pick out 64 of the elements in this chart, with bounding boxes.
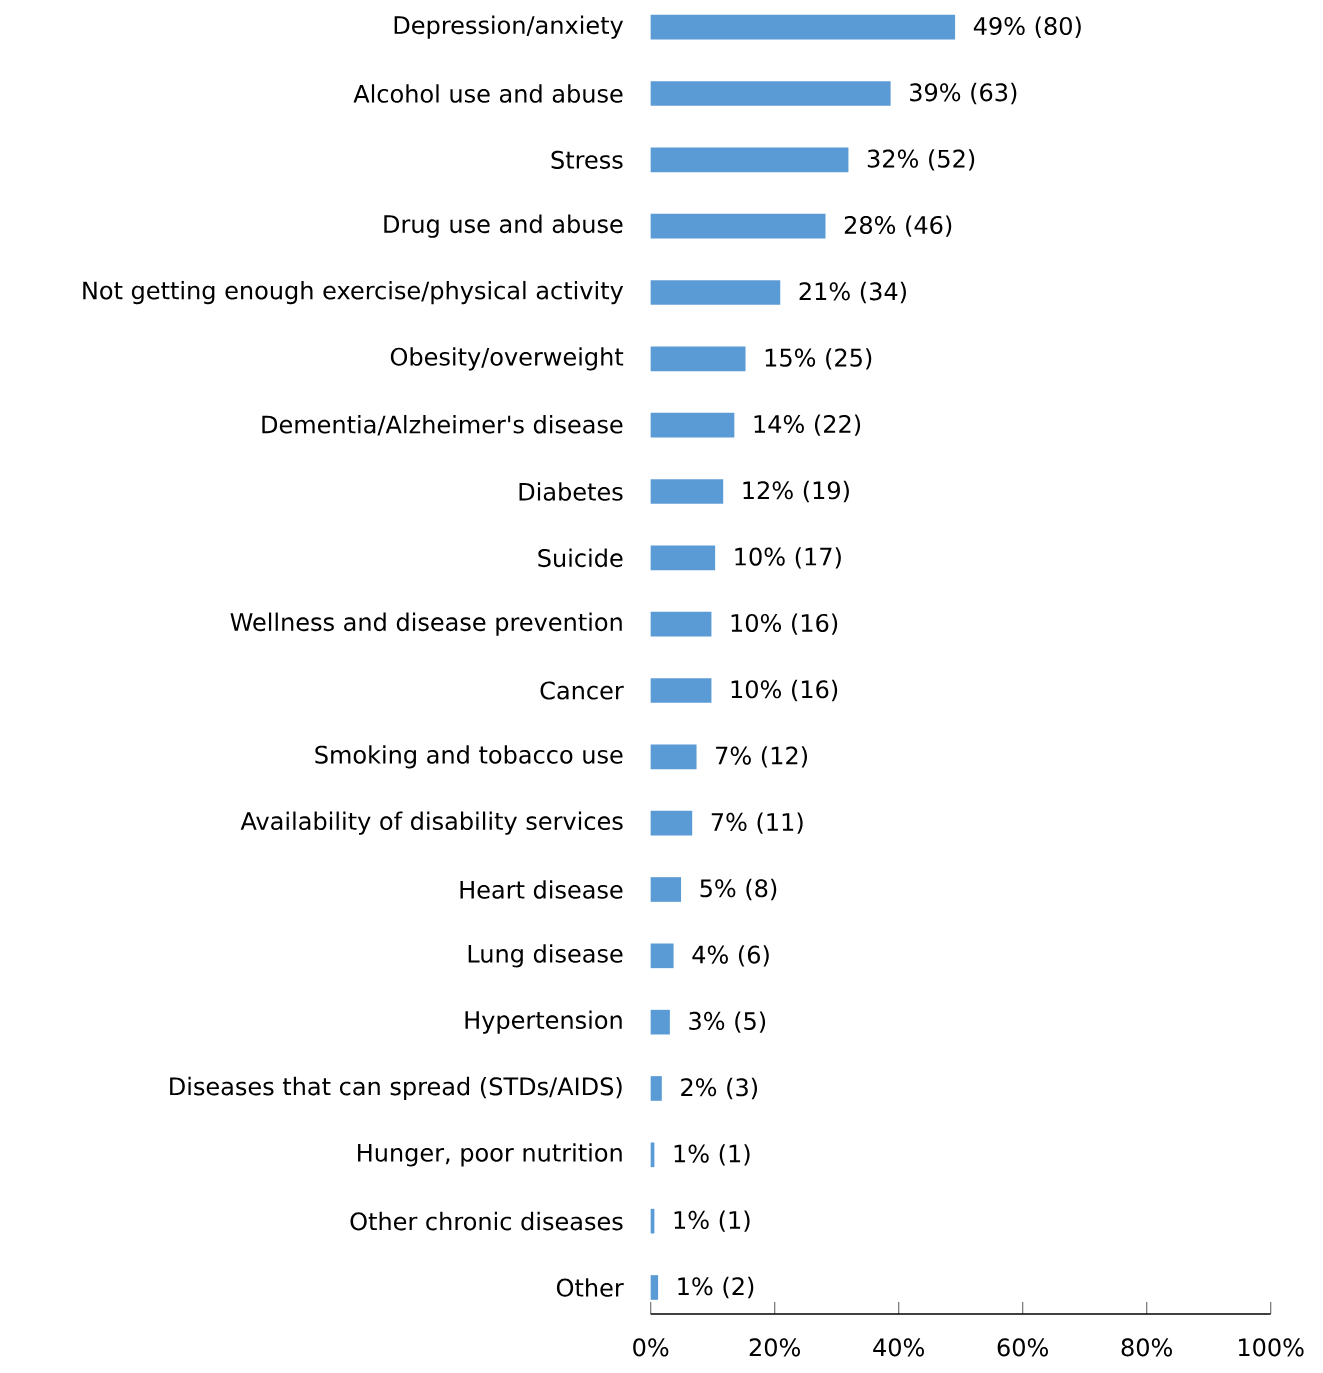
bar [650, 1076, 662, 1101]
y-tick-label: Drug use and abuse [384, 214, 623, 238]
y-tick-label: Diabetes [519, 482, 623, 501]
y-tick-label: Other chronic diseases [350, 1211, 623, 1231]
data-label: 21% (34) [799, 281, 906, 304]
data-label: 49% (80) [973, 16, 1081, 38]
y-tick-label: Obesity/overweight [390, 347, 624, 371]
bar [650, 81, 891, 106]
y-tick-label: Smoking and tobacco use [315, 745, 623, 769]
data-label: 28% (46) [844, 215, 952, 237]
data-label: 10% (16) [731, 679, 838, 702]
data-label: 10% (17) [735, 547, 841, 569]
bar [650, 611, 712, 637]
y-tick-label: Availability of disability services [240, 811, 623, 835]
data-label: 32% (52) [867, 149, 975, 171]
data-label: 1% (1) [674, 1210, 750, 1232]
bar [650, 479, 724, 504]
data-label: 5% (8) [700, 878, 777, 901]
data-label: 12% (19) [743, 480, 849, 503]
bar [650, 213, 826, 239]
data-label: 1% (1) [674, 1144, 750, 1166]
bar [650, 280, 781, 305]
x-tick-label: 100% [1238, 1338, 1304, 1357]
y-tick-label: Diseases that can spread (STDs/AIDS) [170, 1076, 622, 1101]
y-tick-label: Heart disease [460, 880, 623, 899]
bar [650, 545, 716, 571]
y-tick-label: Suicide [538, 548, 623, 568]
x-tick-label: 80% [1121, 1338, 1172, 1357]
data-label: 4% (6) [692, 945, 769, 967]
bar [650, 412, 735, 438]
x-tick-label: 20% [749, 1338, 800, 1357]
y-tick-label: Hunger, poor nutrition [358, 1143, 622, 1167]
y-tick-label: Hypertension [465, 1010, 622, 1034]
data-label: 3% (5) [689, 1011, 766, 1033]
y-tick-label: Alcohol use and abuse [353, 84, 623, 103]
bar [650, 346, 746, 372]
bar [650, 810, 693, 836]
x-tick-label: 40% [873, 1338, 924, 1357]
x-tick-label: 0% [633, 1338, 669, 1357]
data-label: 15% (25) [765, 348, 872, 370]
data-label: 10% (16) [731, 613, 838, 635]
bar [650, 147, 849, 173]
x-tick-label: 60% [997, 1338, 1048, 1357]
data-label: 7% (11) [711, 812, 803, 834]
bar [650, 14, 956, 40]
y-tick-label: Dementia/Alzheimer's disease [262, 414, 623, 436]
data-label: 14% (22) [754, 414, 861, 436]
bar [650, 877, 682, 902]
data-label: 2% (3) [681, 1077, 758, 1100]
y-tick-label: Stress [551, 150, 623, 169]
bar [650, 943, 674, 969]
bar [650, 744, 697, 770]
bar [650, 1275, 659, 1300]
bar [650, 1009, 670, 1035]
data-label: 7% (12) [716, 746, 807, 768]
data-label: 39% (63) [910, 82, 1017, 105]
y-tick-label: Depression/anxiety [394, 15, 624, 39]
y-tick-label: Wellness and disease prevention [230, 612, 622, 636]
data-label: 1% (2) [678, 1276, 754, 1299]
bar [650, 678, 712, 703]
y-tick-label: Cancer [540, 681, 624, 700]
y-tick-label: Not getting enough exercise/physical activity [83, 280, 624, 305]
y-tick-label: Lung disease [468, 944, 623, 968]
y-tick-label: Other [556, 1278, 624, 1297]
